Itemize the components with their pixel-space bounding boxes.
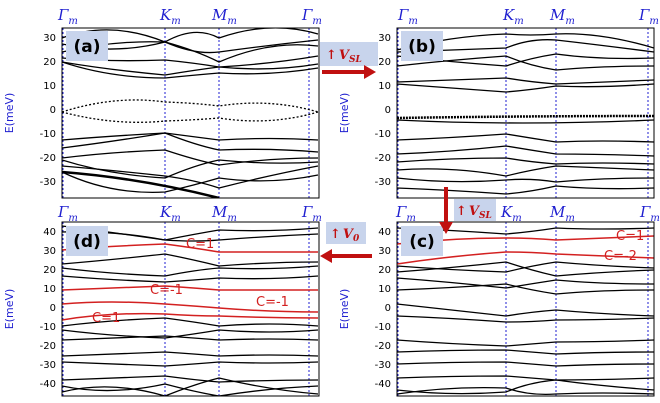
gamma-label-c-left: Γm [395,203,416,224]
panel-d: 40 30 20 10 0 -10 -20 -30 -40 [40,221,320,397]
panel-b-tick-10: 10 [378,81,391,92]
y-axis-label-d: E(meV) [3,289,16,330]
panel-b-tick-m10: -10 [375,129,391,140]
panel-a-label-box [66,31,108,61]
arrow-c-to-d-label-box [326,222,366,244]
arrow-b-to-c-label: ↑ VSL [456,204,492,221]
panel-d-tick-m30: -30 [40,360,56,371]
gamma-label-b-right: Γm [638,6,659,27]
panel-d-tick-m20: -20 [40,341,56,352]
panel-c: 40 30 20 10 0 -10 -20 -30 -40 [375,221,655,397]
gamma-label-b-left: Γm [397,6,418,27]
panel-b: 30 20 10 0 -10 -20 -30 [375,27,655,199]
panel-b-label: (b) [408,37,436,57]
gamma-label-c-right: Γm [639,203,660,224]
arrow-a-to-b-label: ↑ VSL [326,48,362,65]
panel-c-label: (c) [409,232,435,252]
panel-d-tick-0: 0 [50,303,56,314]
k-label-a: Km [159,6,181,27]
panel-a-label: (a) [73,37,100,57]
gamma-label-d-right: Γm [301,203,322,224]
panel-a-tick-30: 30 [43,33,56,44]
gamma-label-a-right: Γm [301,6,322,27]
panel-a-bands [62,28,319,198]
chern-label-c-2: C=-2 [604,249,637,264]
y-axis-label-b: E(meV) [338,93,351,134]
panel-a: 30 20 10 0 -10 -20 -30 [40,27,320,199]
arrow-a-to-b: ↑ VSL [320,42,378,79]
panel-c-tick-m40: -40 [375,379,391,390]
panel-c-bands [397,222,654,396]
hsym-labels-top: Γm Km Mm Γm Γm Km Mm Γm [57,6,659,27]
panel-c-tick-40: 40 [378,227,391,238]
panel-c-tick-m10: -10 [375,322,391,333]
panel-b-tick-20: 20 [378,57,391,68]
panel-d-label: (d) [73,232,101,252]
panel-b-ticks: 30 20 10 0 -10 -20 -30 [375,33,391,188]
panel-d-tick-30: 30 [43,246,56,257]
panel-d-label-box [66,226,108,256]
panel-b-tick-m20: -20 [375,153,391,164]
panel-d-tick-40: 40 [43,227,56,238]
panel-c-tick-m20: -20 [375,341,391,352]
arrow-c-to-d-head [320,249,332,263]
k-label-c: Km [500,203,522,224]
chern-label-d-3: C=-1 [256,295,289,310]
chern-label-d-1: C=1 [186,237,214,252]
panel-a-tick-0: 0 [50,105,56,116]
panel-b-frame [396,27,655,199]
panel-a-tick-20: 20 [43,57,56,68]
panel-a-tick-10: 10 [43,81,56,92]
arrow-c-to-d: ↑ V0 [320,222,372,263]
m-label-d: Mm [211,203,237,224]
k-label-b: Km [502,6,524,27]
panel-c-tick-0: 0 [385,303,391,314]
panel-b-tick-30: 30 [378,33,391,44]
panel-d-bands [62,222,319,396]
arrow-b-to-c-label-box [454,199,496,221]
k-label-d: Km [159,203,181,224]
arrow-a-to-b-head [364,65,376,79]
panel-b-tick-m30: -30 [375,177,391,188]
panel-b-bands [397,28,654,198]
panel-d-tick-20: 20 [43,265,56,276]
panel-c-frame [396,221,655,397]
m-label-a: Mm [211,6,237,27]
panel-d-tick-m40: -40 [40,379,56,390]
y-axis-label-a: E(meV) [3,93,16,134]
arrow-a-to-b-label-box [320,42,378,66]
arrow-b-to-c-head [439,222,453,234]
chern-label-c-1: C=1 [616,229,644,244]
panel-c-tick-10: 10 [378,284,391,295]
panel-b-tick-0: 0 [385,105,391,116]
panel-c-tick-30: 30 [378,246,391,257]
panel-c-tick-m30: -30 [375,360,391,371]
panel-a-tick-m30: -30 [40,177,56,188]
panel-a-tick-m20: -20 [40,153,56,164]
panel-a-tick-m10: -10 [40,129,56,140]
chern-label-d-2: C=-1 [150,283,183,298]
panel-d-tick-10: 10 [43,284,56,295]
hsym-labels-bottom: Γm Km Mm Γm Γm Km Mm Γm [57,203,660,224]
panel-c-label-box [401,226,443,256]
gamma-label-d-left: Γm [57,203,78,224]
panel-d-ticks: 40 30 20 10 0 -10 -20 -30 -40 [40,227,56,390]
y-axis-labels: E(meV) E(meV) E(meV) E(meV) [3,93,351,330]
gamma-label-a-left: Γm [57,6,78,27]
panel-d-tick-m10: -10 [40,322,56,333]
panel-a-frame [61,27,320,199]
m-label-c: Mm [549,203,575,224]
panel-d-frame [61,221,320,397]
panel-b-label-box [401,31,443,61]
m-label-b: Mm [549,6,575,27]
panel-a-ticks: 30 20 10 0 -10 -20 -30 [40,33,56,188]
arrow-c-to-d-label: ↑ V0 [330,227,360,244]
panel-c-tick-20: 20 [378,265,391,276]
arrow-b-to-c: ↑ VSL [439,187,496,234]
y-axis-label-c: E(meV) [338,289,351,330]
panel-c-ticks: 40 30 20 10 0 -10 -20 -30 -40 [375,227,391,390]
chern-label-d-4: C=1 [92,311,120,326]
